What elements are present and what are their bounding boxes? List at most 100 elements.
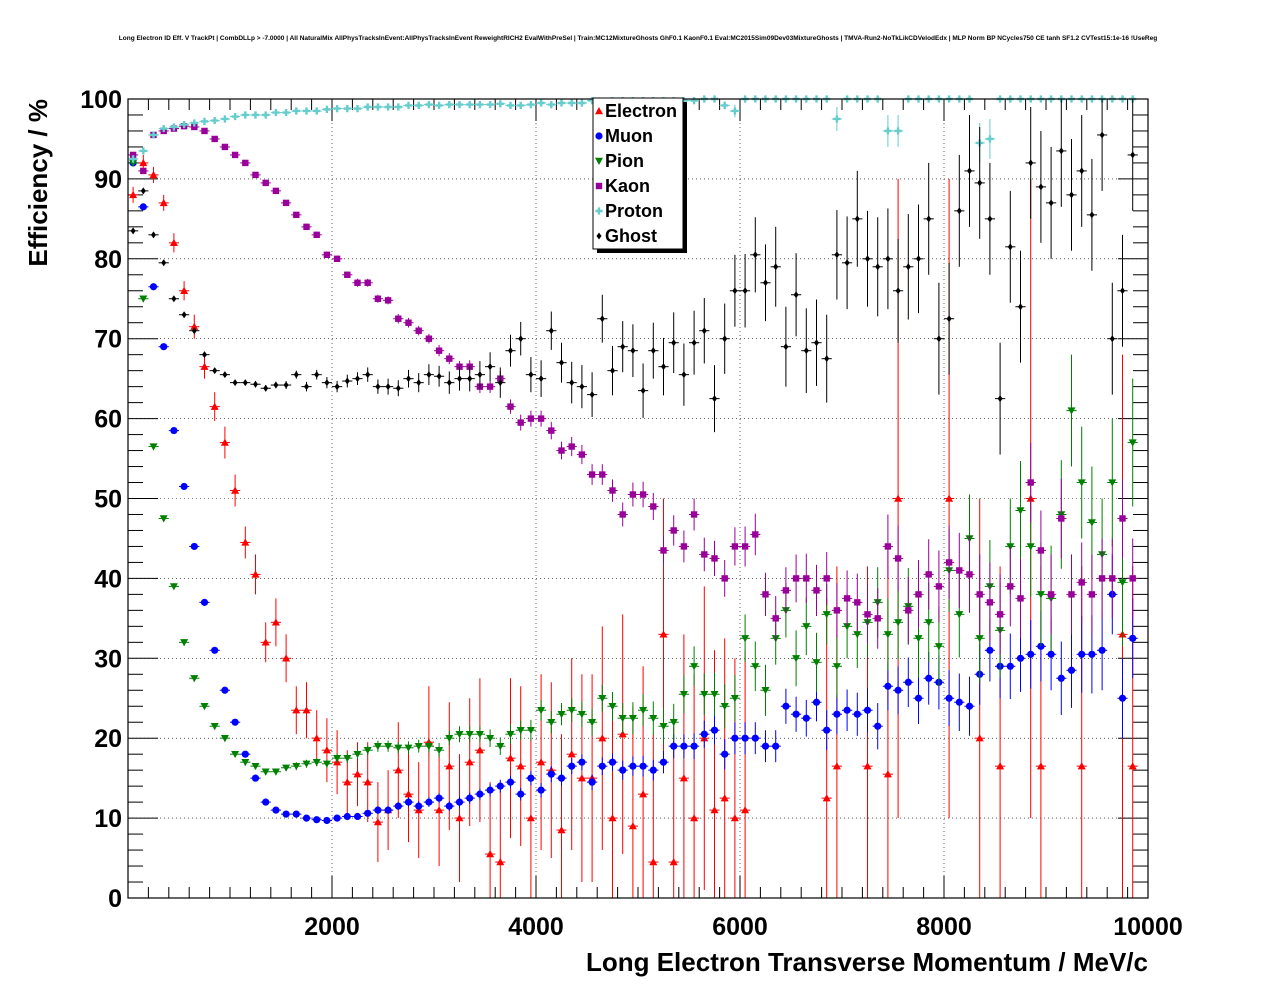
data-point [701,551,708,558]
data-point [322,746,331,754]
data-point [292,810,300,818]
data-point [598,762,606,770]
data-point [292,762,301,771]
legend-entry-proton: Proton [595,201,663,221]
data-point [160,343,168,351]
data-point [129,190,138,199]
data-point [364,809,372,817]
data-point [670,742,678,750]
data-point [292,107,300,115]
x-tick-label: 8000 [916,913,972,941]
data-point [986,646,994,654]
data-point [271,618,280,626]
data-point [905,263,911,271]
data-point [650,347,656,355]
data-point [762,591,769,598]
data-point [547,770,555,778]
data-point [577,711,586,719]
data-point [670,527,677,534]
data-point [883,631,892,639]
data-point [354,279,361,286]
data-point [445,802,453,810]
data-point [528,371,534,379]
data-point [619,511,626,518]
data-point [782,587,790,594]
data-point [936,335,942,343]
data-point [1018,303,1023,311]
data-point [853,710,861,718]
y-tick-label: 30 [94,645,122,673]
data-point [322,760,331,768]
data-point [374,806,382,814]
data-point [344,377,350,385]
data-point [384,742,393,751]
data-point [159,198,168,207]
data-point [139,295,148,303]
data-point [1079,167,1085,175]
data-point [1130,151,1136,159]
data-point [373,742,382,751]
data-point [661,363,666,371]
data-point [261,638,270,646]
data-point [975,635,984,643]
data-point [843,706,851,714]
data-point [282,810,290,818]
x-axis-title: Long Electron Transverse Momentum / MeV/… [586,947,1148,977]
data-point [1088,650,1096,658]
data-point [935,583,943,590]
data-point [630,347,636,355]
series-electron [128,154,1138,898]
data-point [904,678,912,686]
data-point [465,731,474,739]
data-point [679,691,688,699]
data-point [924,619,933,627]
data-point [578,758,586,766]
data-point [180,120,188,129]
data-point [149,283,158,291]
data-point [181,311,187,319]
y-tick-label: 50 [94,486,122,514]
legend-label: Muon [605,126,653,146]
data-point [375,383,381,391]
data-point [1037,547,1045,554]
data-point [527,415,535,422]
data-point [977,179,983,187]
data-point [220,735,229,743]
data-point [292,706,301,714]
data-point [190,119,198,127]
data-point [945,494,954,502]
data-point [302,760,311,768]
data-point [853,631,862,639]
data-point [343,812,351,821]
data-point [752,251,758,259]
data-point [425,100,433,109]
data-point [875,263,881,271]
data-point [1129,634,1137,642]
data-point [436,372,442,380]
data-point [506,778,515,786]
data-point [406,375,411,383]
data-point [711,555,718,562]
data-point [832,762,841,770]
data-point [721,101,729,109]
data-point [537,99,545,107]
data-point [139,203,147,211]
data-point [577,774,586,782]
data-point [1089,211,1095,219]
data-point [343,778,352,786]
data-point [169,238,178,247]
data-point [455,798,464,806]
legend-marker [595,207,603,215]
data-point [557,711,566,719]
data-point [445,762,454,770]
data-point [1118,694,1127,702]
data-point [251,774,260,782]
data-point [496,100,504,108]
data-point [171,295,177,303]
data-point [628,822,637,830]
data-point [435,347,443,354]
data-point [976,591,983,598]
legend-label: Electron [605,101,677,121]
data-point [884,543,892,550]
data-point [221,143,229,151]
